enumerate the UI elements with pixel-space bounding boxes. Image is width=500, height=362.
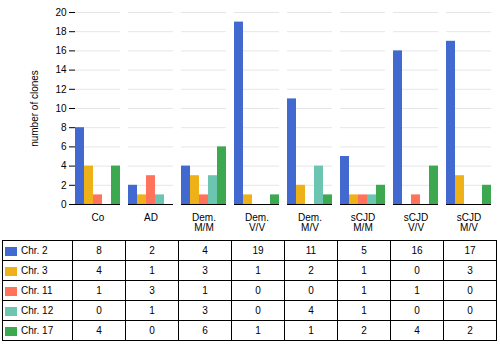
svg-text:4: 4 xyxy=(61,160,67,171)
html-text:1: 1 xyxy=(308,325,314,336)
svg-text:18: 18 xyxy=(55,26,67,37)
html-text:4: 4 xyxy=(96,325,102,336)
html-text:3: 3 xyxy=(202,265,208,276)
html-text:0: 0 xyxy=(467,305,473,316)
html-text:2: 2 xyxy=(361,325,367,336)
html-text:1: 1 xyxy=(255,265,261,276)
html-text:0: 0 xyxy=(414,265,420,276)
svg-text:sCJDV/V: sCJDV/V xyxy=(404,212,428,233)
html-text:Chr. 2: Chr. 2 xyxy=(21,245,48,256)
html-text:17: 17 xyxy=(464,245,476,256)
svg-text:Dem.M/V: Dem.M/V xyxy=(298,212,322,233)
html-text:1: 1 xyxy=(96,285,102,296)
html-text:3: 3 xyxy=(202,305,208,316)
html-text:1: 1 xyxy=(149,265,155,276)
html-text:2: 2 xyxy=(149,245,155,256)
html-text:4: 4 xyxy=(414,325,420,336)
html-text:0: 0 xyxy=(149,325,155,336)
html-text:Chr. 12: Chr. 12 xyxy=(21,305,54,316)
html-text:1: 1 xyxy=(414,285,420,296)
svg-text:20: 20 xyxy=(55,7,67,18)
svg-text:14: 14 xyxy=(55,64,67,75)
html-text:0: 0 xyxy=(308,285,314,296)
html-text:19: 19 xyxy=(252,245,264,256)
html-text:0: 0 xyxy=(414,305,420,316)
svg-text:Dem.V/V: Dem.V/V xyxy=(245,212,269,233)
html-text:2: 2 xyxy=(467,325,473,336)
html-text:16: 16 xyxy=(411,245,423,256)
html-text:1: 1 xyxy=(361,265,367,276)
svg-text:8: 8 xyxy=(61,122,67,133)
html-text:1: 1 xyxy=(255,325,261,336)
svg-text:0: 0 xyxy=(61,199,67,210)
html-text:Chr. 11: Chr. 11 xyxy=(21,285,53,296)
svg-text:2: 2 xyxy=(61,180,67,191)
svg-text:AD: AD xyxy=(144,212,158,223)
html-text:1: 1 xyxy=(202,285,208,296)
svg-text:Co: Co xyxy=(92,212,105,223)
svg-text:10: 10 xyxy=(55,103,67,114)
html-text:3: 3 xyxy=(149,285,155,296)
html-text:Chr. 3: Chr. 3 xyxy=(21,265,48,276)
svg-text:16: 16 xyxy=(55,45,67,56)
html-text:6: 6 xyxy=(202,325,208,336)
html-text:2: 2 xyxy=(308,265,314,276)
html-text:5: 5 xyxy=(361,245,367,256)
html-text:0: 0 xyxy=(467,285,473,296)
html-text:0: 0 xyxy=(255,285,261,296)
html-text:3: 3 xyxy=(467,265,473,276)
html-text:8: 8 xyxy=(96,245,102,256)
svg-text:number of clones: number of clones xyxy=(29,70,40,147)
svg-text:6: 6 xyxy=(61,141,67,152)
svg-text:12: 12 xyxy=(55,84,67,95)
html-text:0: 0 xyxy=(255,305,261,316)
html-text:11: 11 xyxy=(305,245,317,256)
html-text:1: 1 xyxy=(361,285,367,296)
svg-text:sCJDM/V: sCJDM/V xyxy=(457,212,481,233)
html-text:1: 1 xyxy=(361,305,367,316)
html-text:4: 4 xyxy=(96,265,102,276)
html-text:Chr. 17: Chr. 17 xyxy=(21,325,54,336)
html-text:1: 1 xyxy=(149,305,155,316)
html-text:4: 4 xyxy=(202,245,208,256)
html-text:4: 4 xyxy=(308,305,314,316)
svg-text:Dem.M/M: Dem.M/M xyxy=(192,212,216,233)
svg-text:sCJDM/M: sCJDM/M xyxy=(351,212,375,233)
html-text:0: 0 xyxy=(96,305,102,316)
